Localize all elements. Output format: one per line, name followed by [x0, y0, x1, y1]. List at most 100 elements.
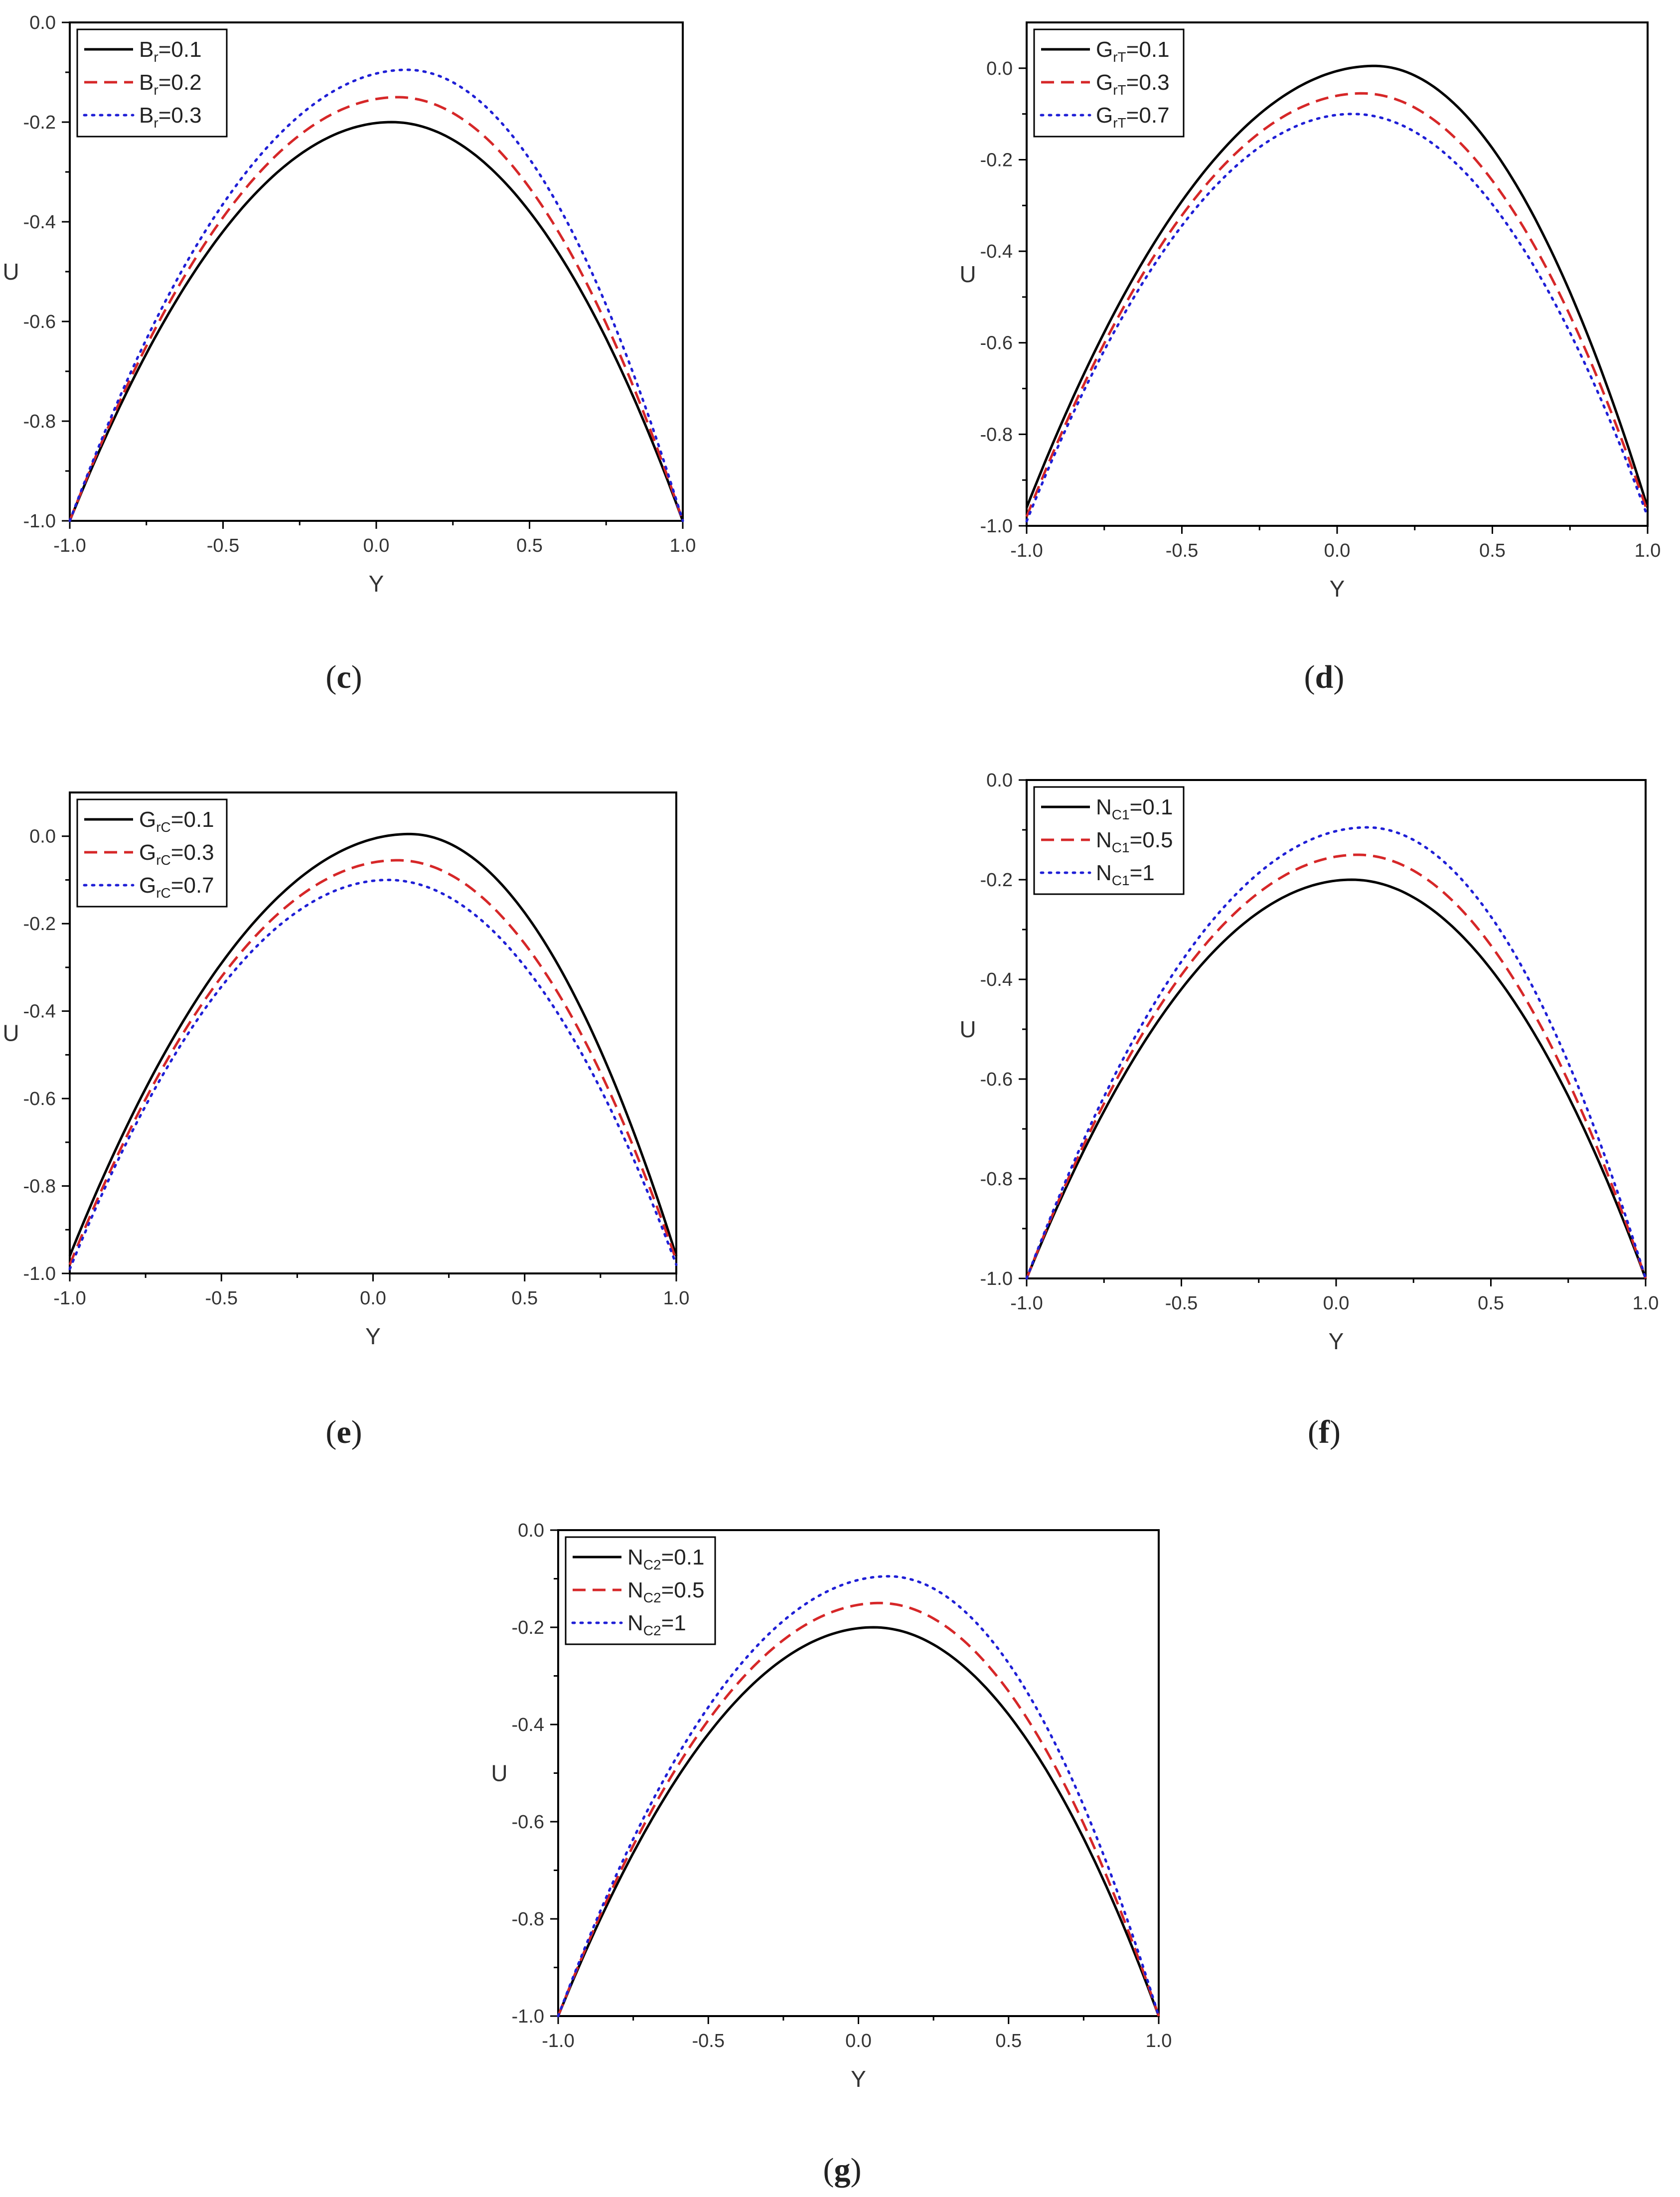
y-tick-label: -0.2: [980, 870, 1013, 891]
legend: NC2=0.1 NC2=0.5 NC2=1: [565, 1536, 716, 1645]
y-tick-label: -1.0: [512, 2006, 544, 2027]
y-tick-label: -0.6: [980, 333, 1013, 354]
legend: GrT=0.1 GrT=0.3 GrT=0.7: [1033, 28, 1185, 138]
legend: NC1=0.1 NC1=0.5 NC1=1: [1033, 786, 1185, 895]
series-line-2: [68, 96, 684, 521]
x-tick-label: -0.5: [1165, 1293, 1198, 1314]
x-tick-label: 0.5: [995, 2031, 1022, 2051]
y-tick-label: -0.8: [980, 424, 1013, 445]
x-tick-label: -1.0: [53, 535, 86, 556]
legend-label-3: Br=0.3: [139, 103, 202, 131]
x-axis-title: Y: [365, 1323, 381, 1349]
series-line-3: [557, 1575, 1160, 2018]
series-line-2: [1025, 853, 1647, 1279]
legend-box: [1033, 786, 1185, 895]
x-tick-label: 0.5: [1479, 540, 1506, 561]
x-tick-label: -0.5: [205, 1288, 238, 1309]
chart-panel-g: -1.0 -0.5 0.0 0.5 1.0 0.0 -0.2 -0.4 -0.6 -0.8 -1.0…: [491, 1520, 1172, 2092]
y-tick-label: -0.8: [23, 1176, 56, 1197]
y-tick-label: 0.0: [518, 1520, 544, 1541]
y-tick-label: -0.8: [512, 1909, 544, 1930]
x-tick-label: 1.0: [663, 1288, 690, 1309]
y-tick-label: -0.4: [512, 1715, 544, 1735]
x-tick-label: 1.0: [1635, 540, 1661, 561]
x-tick-label: 0.0: [363, 535, 390, 556]
y-tick-label: -0.2: [23, 112, 56, 133]
legend-label-2: GrC=0.3: [139, 840, 214, 868]
y-tick-label: -0.4: [980, 969, 1013, 990]
x-axis-title: Y: [369, 571, 384, 597]
legend-box: [565, 1536, 716, 1645]
chart-panel-f: -1.0 -0.5 0.0 0.5 1.0 0.0 -0.2 -0.4 -0.6 -0.8 -1.0…: [959, 770, 1659, 1354]
y-tick-label: 0.0: [29, 12, 56, 33]
legend-label-3: NC1=1: [1096, 861, 1155, 888]
series-line-1: [68, 832, 678, 1256]
x-axis-title: Y: [851, 2066, 866, 2092]
y-tick-label: -0.4: [23, 212, 56, 233]
legend-box: [1033, 28, 1185, 138]
x-tick-label: 0.0: [1323, 1293, 1350, 1314]
series-line-1: [1025, 878, 1647, 1279]
legend-label-1: GrC=0.1: [139, 807, 214, 835]
series-line-3: [1025, 113, 1649, 523]
series-line-1: [68, 121, 684, 521]
series-line-3: [68, 68, 684, 522]
y-tick-label: -0.6: [23, 1089, 56, 1109]
x-tick-label: 0.5: [511, 1288, 538, 1309]
legend-label-2: NC1=0.5: [1096, 828, 1173, 855]
legend-label-1: Br=0.1: [139, 37, 202, 65]
legend-label-3: GrT=0.7: [1096, 103, 1170, 131]
y-tick-label: -0.6: [23, 312, 56, 332]
y-tick-label: 0.0: [29, 826, 56, 847]
y-axis-title: U: [959, 1016, 976, 1042]
legend-label-1: NC2=0.1: [627, 1545, 704, 1572]
x-tick-label: -1.0: [542, 2031, 574, 2051]
chart-panel-e: -1.0 -0.5 0.0 0.5 1.0 0.0 -0.2 -0.4 -0.6 -0.8 -1.0…: [2, 791, 690, 1349]
x-tick-label: -0.5: [207, 535, 239, 556]
y-axis-title: U: [959, 261, 976, 287]
y-tick-label: -1.0: [23, 1263, 56, 1284]
panel-caption-d: (d): [1304, 659, 1345, 695]
legend-label-3: NC2=1: [627, 1611, 686, 1638]
legend-label-3: GrC=0.7: [139, 873, 214, 901]
panel-caption-c: (c): [325, 659, 362, 695]
x-tick-label: 0.5: [1478, 1293, 1504, 1314]
x-tick-label: -0.5: [1166, 540, 1198, 561]
y-tick-label: -0.6: [512, 1812, 544, 1833]
y-tick-label: -0.2: [980, 150, 1013, 170]
x-axis-title: Y: [1329, 1328, 1344, 1354]
chart-panel-c: -1.0 -0.5 0.0 0.5 1.0 0.0 -0.2 -0.4 -0.6 -0.8 -1.0…: [2, 12, 696, 597]
y-tick-label: -1.0: [980, 516, 1013, 537]
x-tick-label: -1.0: [1010, 540, 1043, 561]
legend-label-2: GrT=0.3: [1096, 70, 1170, 98]
y-tick-label: 0.0: [986, 770, 1013, 791]
series-line-2: [68, 859, 678, 1265]
y-axis-title: U: [2, 1020, 19, 1046]
series-line-3: [68, 878, 678, 1270]
y-tick-label: -1.0: [980, 1268, 1013, 1289]
series-line-1: [1025, 64, 1649, 508]
legend-label-2: NC2=0.5: [627, 1578, 704, 1605]
y-axis-title: U: [491, 1760, 507, 1786]
legend-label-2: Br=0.2: [139, 70, 202, 98]
x-tick-label: 0.0: [845, 2031, 872, 2051]
x-tick-label: 1.0: [1633, 1293, 1659, 1314]
x-tick-label: -1.0: [53, 1288, 86, 1309]
legend-box: [76, 28, 228, 138]
y-tick-label: -0.2: [23, 914, 56, 935]
series-line-2: [1025, 92, 1649, 517]
x-tick-label: 0.5: [516, 535, 543, 556]
x-tick-label: 0.0: [360, 1288, 386, 1309]
chart-panel-d: -1.0 -0.5 0.0 0.5 1.0 0.0 -0.2 -0.4 -0.6 -0.8 -1.0…: [959, 21, 1661, 602]
panel-caption-e: (e): [325, 1414, 362, 1450]
y-axis-title: U: [2, 259, 19, 285]
y-tick-label: -1.0: [23, 511, 56, 532]
series-line-3: [1025, 826, 1647, 1280]
y-tick-label: -0.2: [512, 1617, 544, 1638]
y-tick-label: 0.0: [986, 58, 1013, 79]
y-tick-label: -0.4: [980, 241, 1013, 262]
legend-box: [76, 798, 228, 908]
x-tick-label: 0.0: [1324, 540, 1351, 561]
y-tick-label: -0.8: [980, 1169, 1013, 1190]
